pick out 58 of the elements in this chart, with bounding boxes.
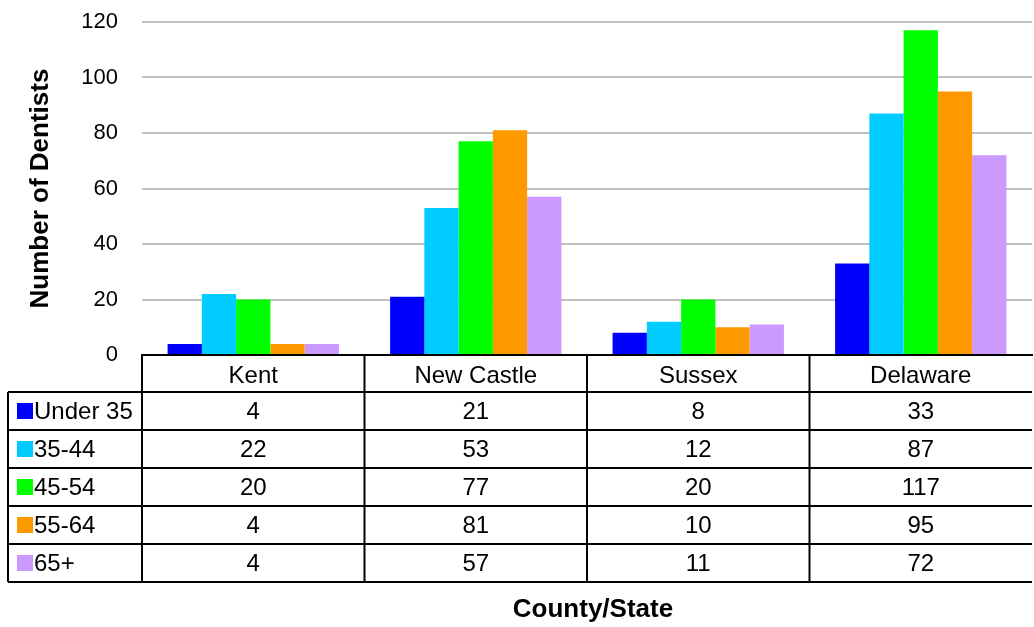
y-tick-label: 0 bbox=[105, 341, 118, 367]
y-tick-label: 60 bbox=[93, 174, 118, 200]
y-tick-label: 100 bbox=[81, 63, 118, 89]
bar bbox=[972, 155, 1007, 354]
bar bbox=[167, 343, 202, 354]
x-tick-label: Delaware bbox=[870, 361, 972, 389]
y-tick-label: 120 bbox=[81, 8, 118, 34]
data-label: 22 bbox=[239, 434, 267, 462]
bar bbox=[937, 91, 973, 354]
bar bbox=[390, 296, 425, 354]
legend-label: 55-64 bbox=[34, 510, 96, 538]
y-tick-label: 80 bbox=[93, 119, 118, 145]
data-label: 11 bbox=[685, 548, 711, 576]
bar bbox=[749, 324, 784, 354]
bar bbox=[869, 113, 904, 354]
bar bbox=[681, 299, 716, 354]
legend-label: Under 35 bbox=[34, 396, 133, 424]
data-label: 4 bbox=[246, 396, 260, 424]
text: County/State bbox=[512, 593, 674, 624]
bar bbox=[424, 207, 459, 354]
y-tick-label: 20 bbox=[93, 285, 118, 311]
bar bbox=[270, 343, 305, 354]
y-axis-title: Number of Dentists bbox=[23, 68, 54, 309]
data-label: 20 bbox=[684, 472, 712, 500]
bar bbox=[201, 293, 237, 354]
data-label: 12 bbox=[684, 434, 712, 462]
bar bbox=[835, 263, 870, 354]
data-label: 57 bbox=[462, 548, 490, 576]
bar bbox=[492, 130, 528, 354]
bar bbox=[236, 299, 271, 354]
data-label: 95 bbox=[907, 510, 935, 538]
data-label: 72 bbox=[907, 548, 935, 576]
data-label: 87 bbox=[907, 434, 935, 462]
data-label: 21 bbox=[462, 396, 490, 424]
data-label: 4 bbox=[246, 510, 260, 538]
data-label: 4 bbox=[246, 548, 260, 576]
legend-label: 35-44 bbox=[34, 434, 96, 462]
data-label: 81 bbox=[462, 510, 490, 538]
data-label: 53 bbox=[462, 434, 490, 462]
data-label: 10 bbox=[684, 510, 712, 538]
x-tick-label: Kent bbox=[228, 361, 279, 389]
x-tick-label: New Castle bbox=[414, 361, 538, 389]
y-tick-label: 40 bbox=[93, 230, 118, 256]
x-tick-label: Sussex bbox=[658, 361, 738, 389]
data-label: 20 bbox=[239, 472, 267, 500]
bar bbox=[715, 327, 750, 354]
legend-label: 45-54 bbox=[34, 472, 96, 500]
bar bbox=[612, 332, 647, 354]
data-label: 8 bbox=[691, 396, 705, 424]
data-label: 77 bbox=[462, 472, 490, 500]
bar bbox=[527, 196, 562, 354]
bar bbox=[458, 141, 493, 354]
bar bbox=[903, 30, 938, 354]
legend-label: 65+ bbox=[34, 548, 75, 576]
data-label: 117 bbox=[901, 472, 940, 500]
data-label: 33 bbox=[907, 396, 935, 424]
bar bbox=[646, 321, 682, 354]
bar bbox=[304, 343, 339, 354]
